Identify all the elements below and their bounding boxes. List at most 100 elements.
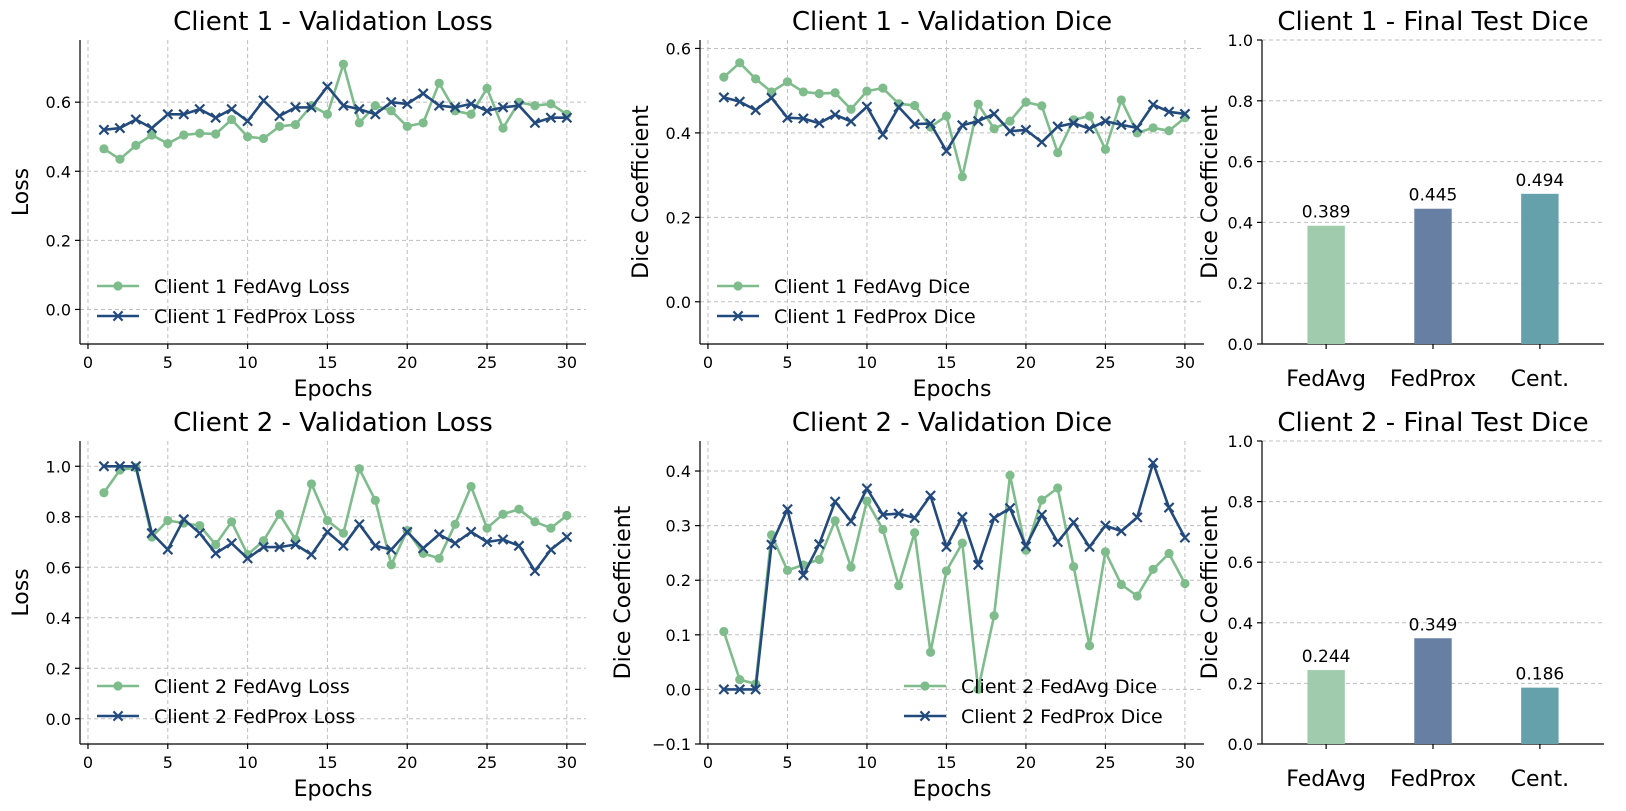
x-tick-label: 25	[1095, 753, 1115, 772]
series-2	[718, 92, 1191, 157]
x-tick-label: 10	[237, 753, 257, 772]
data-point	[465, 98, 477, 110]
data-point	[941, 145, 952, 157]
data-point	[1100, 115, 1111, 127]
series-line	[103, 464, 568, 573]
category-label: Cent.	[1511, 367, 1569, 392]
data-point	[243, 132, 253, 142]
data-point	[162, 544, 174, 555]
y-axis-label: Loss	[9, 568, 34, 616]
data-point	[1163, 106, 1175, 118]
y-tick-label: 0.4	[666, 124, 691, 143]
x-tick-label: 25	[477, 353, 497, 372]
y-tick-label: 0.0	[1228, 735, 1253, 754]
x-tick-label: 15	[936, 353, 956, 372]
y-axis-label: Dice Coefficient	[1198, 105, 1223, 279]
data-point	[893, 508, 905, 519]
data-point	[337, 100, 349, 112]
x-tick-label: 10	[237, 353, 257, 372]
data-point	[1005, 470, 1015, 480]
data-point	[1180, 578, 1190, 589]
y-tick-label: 0.2	[1228, 274, 1253, 293]
data-point	[322, 81, 333, 93]
data-point	[385, 544, 397, 555]
data-point	[545, 544, 557, 555]
data-point	[1084, 541, 1095, 553]
data-point	[338, 59, 348, 69]
y-tick-label: 1.0	[46, 457, 71, 476]
data-point	[797, 113, 809, 124]
data-point	[718, 92, 730, 103]
data-point	[258, 541, 269, 553]
data-point	[322, 515, 333, 526]
data-point	[1068, 516, 1080, 528]
data-point	[1115, 119, 1127, 131]
x-tick-label: 5	[782, 353, 792, 372]
y-tick-label: 0.2	[666, 571, 691, 590]
x-tick-label: 30	[557, 353, 577, 372]
data-point	[178, 108, 190, 120]
data-point	[370, 101, 380, 111]
data-point	[195, 520, 205, 531]
data-point	[1052, 121, 1064, 132]
data-point	[941, 541, 952, 553]
chart-title: Client 2 - Validation Dice	[792, 408, 1112, 438]
data-point	[210, 112, 222, 124]
series-line	[102, 466, 568, 567]
data-point	[179, 130, 189, 140]
data-point	[163, 139, 173, 149]
data-point	[433, 100, 445, 112]
data-point	[337, 540, 349, 552]
data-point	[434, 78, 444, 88]
data-point	[274, 121, 285, 131]
data-point	[242, 553, 253, 564]
data-point	[925, 490, 936, 501]
data-point	[1132, 591, 1142, 601]
x-tick-label: 0	[703, 753, 713, 772]
data-point	[274, 110, 285, 122]
x-tick-label: 10	[857, 353, 877, 372]
data-point	[465, 526, 477, 538]
data-point	[370, 495, 380, 505]
data-point	[1147, 457, 1159, 469]
data-point	[513, 540, 525, 552]
data-point	[797, 569, 809, 581]
x-tick-label: 0	[83, 353, 93, 372]
data-point	[513, 100, 525, 112]
data-point	[1148, 564, 1158, 574]
data-point	[211, 129, 221, 139]
data-point	[814, 554, 824, 565]
x-tick-label: 15	[317, 353, 337, 372]
data-point	[734, 96, 746, 108]
data-point	[354, 118, 364, 128]
chart-title: Client 1 - Final Test Dice	[1277, 7, 1588, 37]
data-point	[845, 515, 857, 527]
data-point	[782, 112, 793, 124]
bar-cent	[1521, 687, 1559, 744]
data-point	[163, 515, 173, 526]
data-point	[845, 116, 857, 127]
data-point	[545, 112, 557, 124]
data-point	[862, 496, 872, 506]
data-point	[386, 560, 396, 570]
bar-value-label: 0.389	[1302, 203, 1351, 223]
y-tick-label: 0.3	[666, 517, 691, 536]
legend: Client 1 FedAvg Dice Client 1 FedProx Dic…	[717, 276, 976, 328]
y-tick-label: 0.2	[46, 231, 71, 250]
data-point	[290, 101, 301, 113]
data-point	[482, 83, 492, 93]
data-point	[988, 512, 1000, 524]
data-point	[546, 523, 556, 533]
x-tick-label: 30	[557, 753, 577, 772]
bar-cent	[1521, 193, 1559, 344]
legend-marker	[113, 281, 123, 291]
data-point	[353, 103, 365, 115]
data-point	[909, 512, 921, 524]
data-point	[258, 536, 269, 546]
data-point	[290, 539, 301, 550]
legend-marker	[112, 710, 124, 722]
legend-marker	[113, 681, 123, 691]
data-point	[957, 538, 967, 548]
y-tick-label: 0.4	[1228, 213, 1253, 232]
data-point	[813, 538, 825, 550]
